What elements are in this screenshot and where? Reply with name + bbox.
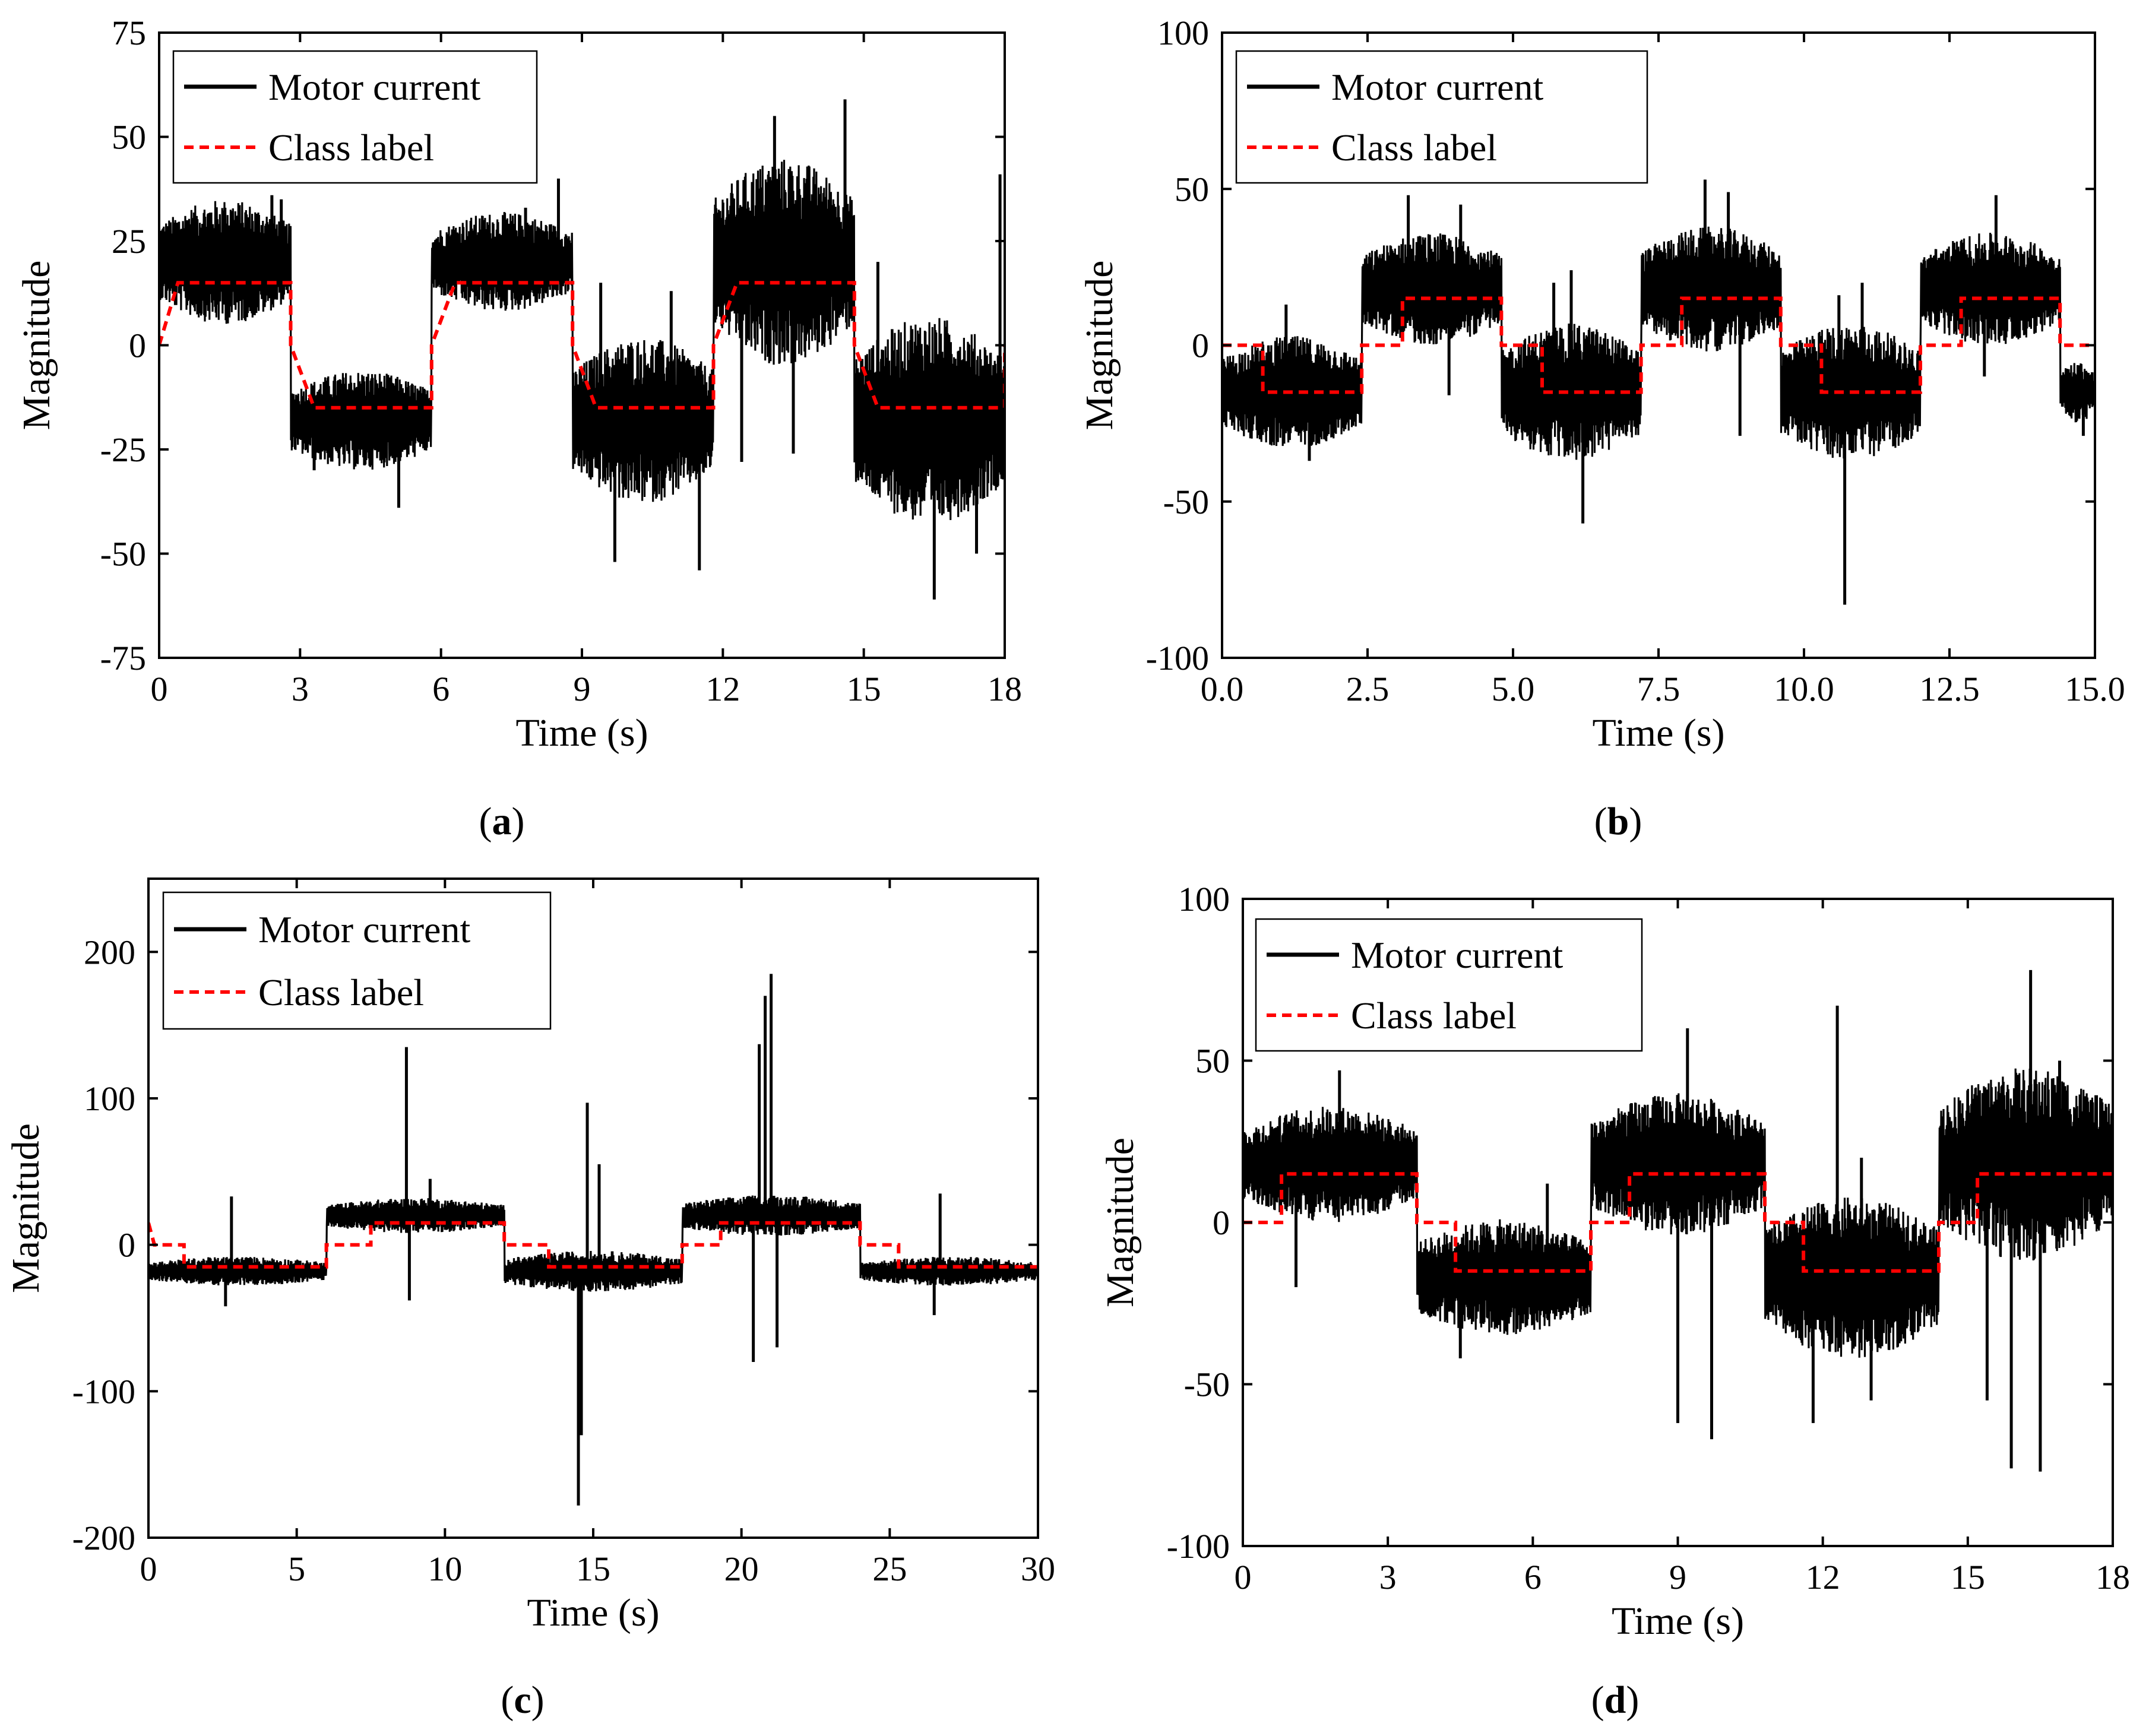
x-axis-title: Time (s) (527, 1591, 659, 1634)
panel-caption-c: (c) (501, 1678, 544, 1722)
legend-label-motor-current: Motor current (1331, 66, 1543, 108)
y-tick-label: 0 (1213, 1203, 1230, 1242)
y-tick-label: -200 (72, 1519, 135, 1557)
x-tick-label: 25 (872, 1550, 907, 1588)
series-motor-current-a (159, 160, 1005, 520)
x-tick-label: 0 (140, 1550, 157, 1588)
y-tick-label: 0 (1192, 327, 1209, 365)
x-tick-label: 30 (1021, 1550, 1055, 1588)
y-tick-label: 50 (1175, 170, 1209, 208)
y-tick-label: 100 (1178, 880, 1230, 918)
y-axis-title: Magnitude (1078, 261, 1121, 430)
series-class-label-b (1222, 296, 2095, 394)
y-tick-label: 50 (1195, 1042, 1230, 1081)
series-class-label-c (148, 1221, 1038, 1269)
x-tick-label: 6 (1524, 1558, 1542, 1596)
y-tick-label: 100 (1157, 14, 1209, 52)
x-tick-label: 0 (151, 670, 168, 708)
legend-box (172, 50, 538, 184)
legend-box (1255, 918, 1643, 1052)
legend-label-class-label: Class label (1331, 126, 1497, 169)
x-tick-label: 12 (1806, 1558, 1840, 1596)
x-tick-label: 18 (988, 670, 1022, 708)
y-tick-label: -50 (1163, 483, 1209, 521)
y-axis-title: Magnitude (4, 1123, 48, 1293)
x-tick-label: 20 (724, 1550, 759, 1588)
y-tick-label: -25 (100, 430, 146, 469)
panel-caption-a: (a) (479, 800, 525, 843)
legend-label-motor-current: Motor current (268, 66, 480, 108)
y-tick-label: 200 (84, 933, 135, 971)
y-tick-label: 0 (129, 327, 146, 365)
y-tick-label: -50 (100, 535, 146, 574)
x-tick-label: 12 (705, 670, 740, 708)
legend-d: Motor current Class label (1255, 918, 1643, 1052)
panel-caption-b: (b) (1594, 800, 1642, 843)
legend-label-motor-current: Motor current (258, 908, 470, 951)
y-tick-label: -100 (1167, 1527, 1230, 1566)
x-tick-label: 15 (1951, 1558, 1985, 1596)
x-tick-label: 10 (428, 1550, 462, 1588)
series-motor-current-d (1243, 1068, 2113, 1358)
x-tick-label: 2.5 (1346, 670, 1390, 708)
legend-box (162, 891, 552, 1030)
x-tick-label: 5 (288, 1550, 305, 1588)
x-tick-label: 9 (574, 670, 591, 708)
x-tick-label: 3 (292, 670, 309, 708)
y-tick-label: -100 (1146, 639, 1209, 677)
panel-caption-d: (d) (1591, 1678, 1640, 1722)
x-tick-label: 6 (432, 670, 450, 708)
y-axis-title: Magnitude (15, 261, 58, 430)
series-class-label-d (1243, 1172, 2113, 1273)
chart-panel-c: 0 5 10 15 20 25 30 -200 -100 0 100 200 Time (s) Magni… (4, 877, 1055, 1722)
x-axis-title: Time (s) (1612, 1599, 1744, 1643)
y-tick-label: 25 (112, 222, 146, 261)
x-tick-label: 15.0 (2065, 670, 2125, 708)
chart-panel-b: 0.0 2.5 5.0 7.5 10.0 12.5 15.0 -100 -50 0 50 100 Tim… (1078, 14, 2125, 843)
x-tick-label: 9 (1669, 1558, 1686, 1596)
series-motor-current-c (148, 1195, 1038, 1292)
series-motor-current-b (1222, 226, 2095, 460)
legend-label-class-label: Class label (258, 971, 424, 1013)
x-tick-label: 12.5 (1919, 670, 1980, 708)
x-tick-label: 5.0 (1492, 670, 1535, 708)
chart-panel-d: 0 3 6 9 12 15 18 -100 -50 0 50 100 Time (s) Magnitude… (1099, 880, 2130, 1722)
y-tick-label: 75 (112, 14, 146, 52)
series-class-label-a (159, 281, 1005, 410)
x-tick-label: 15 (576, 1550, 610, 1588)
x-tick-label: 15 (847, 670, 881, 708)
legend-a: Motor current Class label (172, 50, 538, 184)
x-axis-title: Time (s) (1592, 711, 1724, 755)
chart-panel-a: 0 3 6 9 12 15 18 -75 -50 -25 0 25 50 75 Time (s) Magnit… (15, 14, 1022, 843)
y-tick-label: -50 (1184, 1366, 1230, 1404)
y-axis-title: Magnitude (1099, 1138, 1142, 1307)
y-tick-label: 0 (118, 1226, 135, 1265)
x-tick-label: 7.5 (1637, 670, 1680, 708)
y-tick-label: 100 (84, 1079, 135, 1118)
y-tick-label: 50 (112, 118, 146, 157)
legend-box (1235, 50, 1648, 184)
legend-label-class-label: Class label (1351, 994, 1517, 1037)
x-axis-title: Time (s) (515, 711, 648, 755)
x-tick-label: 18 (2096, 1558, 2130, 1596)
y-tick-label: -75 (100, 639, 146, 677)
x-tick-label: 0.0 (1201, 670, 1244, 708)
legend-b: Motor current Class label (1235, 50, 1648, 184)
legend-c: Motor current Class label (162, 891, 552, 1030)
legend-label-motor-current: Motor current (1351, 934, 1563, 976)
x-tick-label: 10.0 (1774, 670, 1834, 708)
x-tick-label: 0 (1235, 1558, 1252, 1596)
y-tick-label: -100 (72, 1372, 135, 1411)
legend-label-class-label: Class label (268, 126, 434, 169)
x-tick-label: 3 (1379, 1558, 1397, 1596)
